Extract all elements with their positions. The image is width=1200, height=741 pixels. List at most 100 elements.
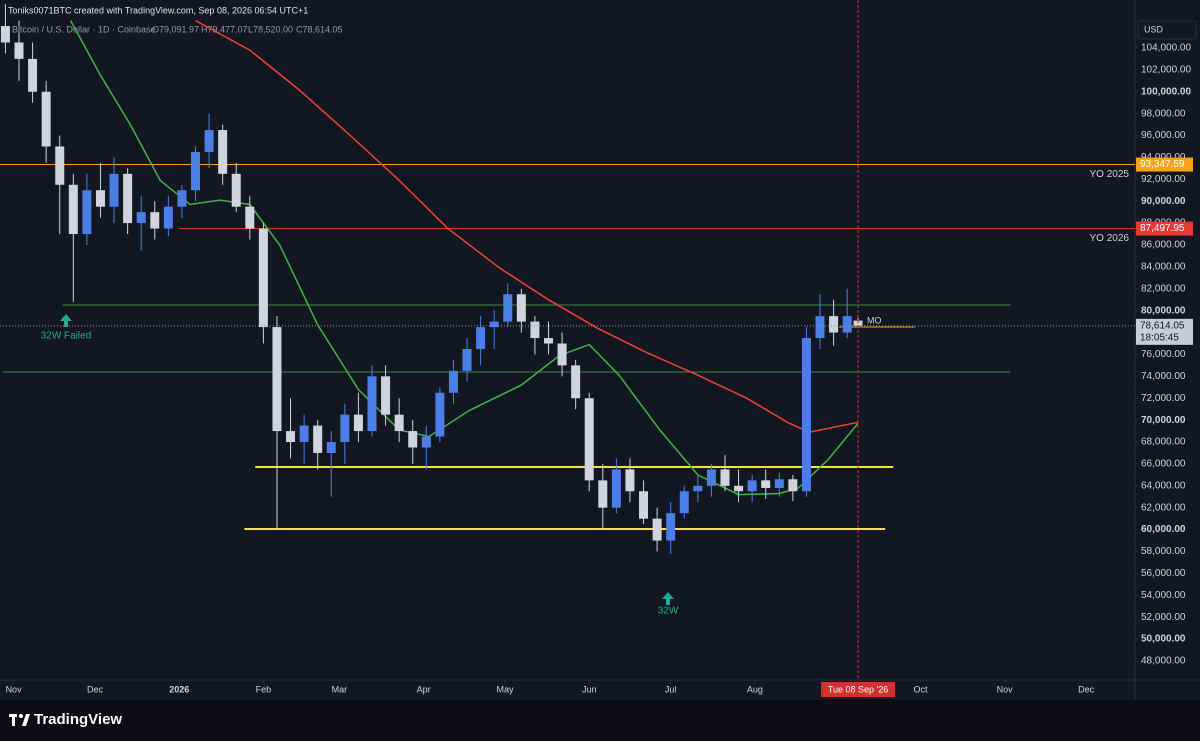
candle-body: [163, 206, 173, 229]
candle-body: [788, 479, 798, 492]
candle-body: [842, 316, 852, 333]
candle-body: [408, 431, 418, 448]
candle-body: [41, 91, 51, 147]
crosshair-label: Tue 08 Sep '26: [828, 684, 888, 694]
candle-body: [245, 206, 255, 229]
candle-body: [774, 479, 784, 488]
candle-body: [476, 327, 486, 349]
candle-body: [258, 228, 268, 328]
candle-body: [652, 518, 662, 541]
candle-body: [625, 469, 635, 492]
crosshair-box: [821, 682, 896, 697]
x-tick-label: Jun: [582, 684, 597, 694]
level-text: YO 2025: [1090, 169, 1130, 180]
candle-body: [734, 485, 744, 492]
x-tick-label: May: [497, 684, 515, 694]
candle-body: [0, 26, 10, 43]
y-tick-label: 68,000.00: [1141, 437, 1186, 448]
candle-body: [353, 414, 363, 432]
candle-body: [584, 398, 594, 481]
candle-body: [557, 343, 567, 366]
candle-body: [666, 513, 676, 541]
candle-body: [367, 376, 377, 432]
last-price-label: 78,614.05: [1140, 320, 1185, 331]
credit: Toniks0071BTC created with TradingView.c…: [8, 5, 308, 15]
candle-body: [286, 431, 296, 443]
symbol: Bitcoin / U.S. Dollar · 1D · Coinbase: [12, 24, 156, 34]
y-tick-label: 82,000.00: [1141, 283, 1186, 294]
ohlc-open: O79,091.97: [152, 24, 199, 34]
candle-body: [679, 491, 689, 514]
x-tick-label: Nov: [6, 684, 23, 694]
y-tick-label: 74,000.00: [1141, 371, 1186, 382]
candle-body: [150, 212, 160, 229]
y-tick-label: 52,000.00: [1141, 612, 1186, 623]
logo-shape: [12, 714, 15, 726]
candle-body: [109, 173, 119, 207]
plot: YO 2025 YO 2026 MO 32W Failed 32W: [0, 0, 1135, 680]
annotation-text: 32W: [658, 606, 679, 617]
candle-body: [611, 469, 621, 508]
ohlc-close: C78,614.05: [296, 24, 343, 34]
level-value-box: [1136, 221, 1193, 236]
currency-box[interactable]: [1137, 20, 1197, 40]
y-tick-label: 86,000.00: [1141, 240, 1186, 251]
candle-body: [123, 173, 133, 224]
candle-body: [693, 485, 703, 492]
x-tick-label: Feb: [256, 684, 272, 694]
x-tick-label: 2026: [169, 684, 189, 694]
brand: TradingView: [34, 711, 122, 728]
candle-body: [299, 425, 309, 443]
ohlc-high: H79,477.07: [201, 24, 248, 34]
candle-body: [68, 184, 78, 235]
candle-body: [313, 425, 323, 453]
candle-body: [204, 130, 214, 152]
y-tick-label: 56,000.00: [1141, 568, 1186, 579]
x-tick-label: Nov: [997, 684, 1014, 694]
candle-body: [489, 321, 499, 328]
x-tick-label: Dec: [1078, 684, 1095, 694]
annotation-arrow: [662, 592, 674, 605]
candle-body: [761, 480, 771, 488]
candle-body: [394, 414, 404, 432]
x-tick-label: Mar: [332, 684, 348, 694]
candle-body: [530, 321, 540, 339]
logo-shape: [22, 714, 30, 726]
candle-body: [448, 370, 458, 393]
candle-body: [95, 190, 105, 207]
y-tick-label: 64,000.00: [1141, 480, 1186, 491]
annotation-text: 32W Failed: [41, 331, 92, 342]
candle-body: [516, 294, 526, 322]
y-tick-label: 94,000.00: [1141, 152, 1186, 163]
candle-body: [571, 365, 581, 399]
level-value-box: [1136, 157, 1193, 172]
candle-body: [272, 327, 282, 432]
candle-body: [853, 320, 863, 326]
footer-bar: [0, 700, 1200, 741]
candle-body: [218, 130, 228, 174]
candle-body: [55, 146, 65, 185]
last-price-box: [1136, 318, 1193, 345]
moving-average: [195, 19, 859, 433]
level-text: MO: [867, 315, 882, 325]
y-tick-label: 60,000.00: [1141, 524, 1186, 535]
candle-body: [598, 480, 608, 508]
y-tick-label: 92,000.00: [1141, 174, 1186, 185]
y-tick-label: 98,000.00: [1141, 108, 1186, 119]
candle-body: [82, 190, 92, 235]
y-tick-label: 70,000.00: [1141, 415, 1186, 426]
annotation-arrow: [60, 314, 72, 327]
candle-body: [326, 442, 336, 453]
countdown: 18:05:45: [1140, 332, 1179, 343]
candle-body: [503, 294, 513, 322]
x-tick-label: Aug: [747, 684, 763, 694]
y-tick-label: 76,000.00: [1141, 349, 1186, 360]
currency[interactable]: USD: [1144, 24, 1164, 34]
candle-body: [706, 469, 716, 486]
y-tick-label: 72,000.00: [1141, 393, 1186, 404]
y-tick-label: 104,000.00: [1141, 43, 1191, 54]
y-tick-label: 100,000.00: [1141, 86, 1191, 97]
candle-body: [543, 338, 553, 344]
x-tick-label: Oct: [913, 684, 928, 694]
